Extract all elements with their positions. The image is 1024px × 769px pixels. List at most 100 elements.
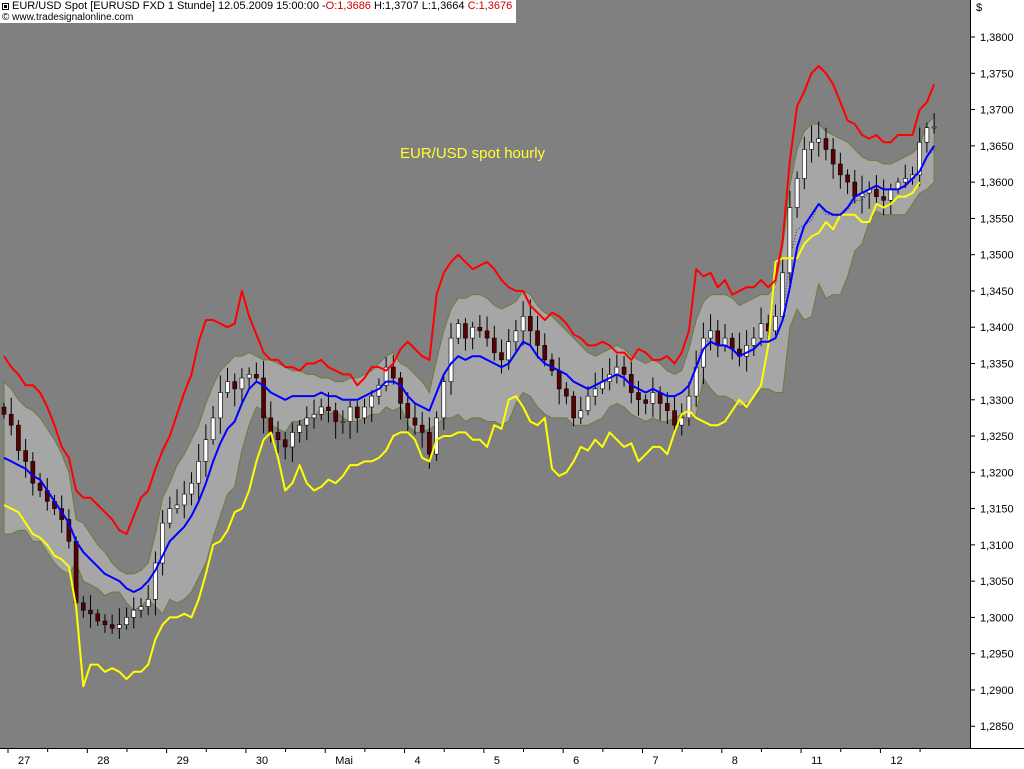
candle-body	[347, 406, 353, 422]
upper-channel-line	[3, 65, 936, 535]
candle-body	[1, 406, 7, 415]
candle-body	[874, 189, 879, 197]
candle-body	[520, 316, 526, 332]
candle-body	[715, 330, 721, 346]
candle-body	[30, 461, 36, 484]
candle-body	[362, 406, 367, 419]
candle-body	[686, 395, 692, 419]
price-axis[interactable]: 1,3800 1,3750 1,3700 1,3650 1,3600 1,3550 1,35…	[970, 0, 1024, 748]
candle-body	[506, 341, 512, 361]
candle-body	[189, 482, 194, 495]
candle-body	[383, 366, 389, 386]
candle-body	[16, 424, 21, 451]
close-value: C:1,3676	[467, 0, 513, 12]
candle-body	[556, 370, 562, 390]
time-axis[interactable]: 27 28 29 30 Mai 4 5 6 7 8 11 12	[0, 748, 1024, 768]
price-tick-label: 1,3750	[980, 68, 1014, 80]
time-tick-label: 12	[890, 755, 902, 767]
candle-body	[311, 413, 317, 419]
high-value: H:1,3707	[374, 0, 419, 12]
candle-body	[528, 316, 533, 332]
candle-body	[405, 403, 411, 419]
candle-body	[102, 620, 108, 625]
candle-body	[326, 406, 331, 411]
candle-body	[145, 598, 151, 607]
time-tick-label: 6	[573, 755, 579, 767]
price-tick-label: 1,3400	[980, 322, 1014, 334]
candle-body	[542, 345, 548, 361]
price-tick-label: 1,2900	[980, 685, 1014, 697]
candle-body	[174, 504, 180, 509]
candle-body	[708, 330, 713, 339]
candle-body	[665, 403, 670, 411]
candle-body	[160, 522, 165, 564]
candle-body	[37, 482, 43, 491]
candle-body	[888, 189, 894, 201]
candle-body	[463, 323, 468, 339]
candle-body	[773, 316, 778, 332]
price-tick-label: 1,3800	[980, 32, 1014, 44]
candle-body	[441, 381, 447, 419]
chart-menu-icon[interactable]	[2, 3, 9, 10]
candle-body	[275, 432, 281, 440]
instrument-info: EUR/USD Spot [EURUSD FXD 1 Stunde] 12.05…	[12, 0, 326, 12]
candle-body	[117, 624, 122, 629]
price-tick-label: 1,3650	[980, 141, 1014, 153]
candle-body	[297, 424, 302, 433]
time-axis-svg: 27 28 29 30 Mai 4 5 6 7 8 11 12	[7, 749, 921, 767]
price-tick-label: 1,3500	[980, 250, 1014, 262]
candle-body	[585, 395, 591, 411]
lower-channel-line	[3, 181, 921, 688]
candle-body	[232, 381, 238, 390]
candle-body	[902, 178, 908, 183]
candle-body	[477, 326, 483, 332]
time-tick-label: 30	[256, 755, 268, 767]
price-tick-label: 1,3050	[980, 576, 1014, 588]
candle-body	[830, 149, 836, 165]
chart-title: EUR/USD spot hourly	[400, 145, 546, 162]
candle-body	[95, 613, 101, 622]
price-tick-label: 1,3550	[980, 213, 1014, 225]
candle-body	[672, 410, 677, 426]
candle-body	[513, 330, 519, 343]
candle-body	[578, 410, 584, 419]
price-tick-label: 1,3250	[980, 431, 1014, 443]
candle-body	[917, 141, 922, 176]
candle-body	[802, 149, 807, 179]
candle-body	[318, 406, 324, 415]
candle-body	[369, 395, 375, 408]
candle-body	[794, 178, 800, 208]
price-tick-label: 1,2850	[980, 721, 1014, 733]
price-axis-svg: 1,3800 1,3750 1,3700 1,3650 1,3600 1,3550 1,35…	[971, 32, 1014, 733]
time-tick-label: 11	[811, 755, 822, 767]
low-value: L:1,3664	[421, 0, 465, 12]
candle-body	[823, 138, 829, 150]
price-tick-label: 1,3600	[980, 177, 1014, 189]
candle-body	[650, 392, 656, 404]
time-tick-label: 29	[177, 755, 189, 767]
price-tick-label: 1,3150	[980, 504, 1014, 516]
candle-body	[218, 392, 223, 419]
candle-body	[816, 138, 822, 143]
candle-body	[196, 461, 201, 484]
price-tick-label: 1,3450	[980, 286, 1014, 298]
middle-line	[3, 145, 935, 593]
candle-body	[491, 337, 497, 353]
time-tick-label: 7	[652, 755, 658, 767]
price-tick-label: 1,3100	[980, 540, 1014, 552]
price-tick-label: 1,3350	[980, 358, 1014, 370]
chart-header: EUR/USD Spot [EURUSD FXD 1 Stunde] 12.05…	[0, 0, 517, 23]
candle-body	[167, 508, 173, 524]
currency-label: $	[976, 2, 983, 14]
time-tick-label: 28	[97, 755, 109, 767]
price-tick-label: 1,3300	[980, 395, 1014, 407]
candle-body	[484, 330, 490, 339]
candle-body	[153, 562, 158, 600]
candle-body	[261, 377, 266, 419]
candle-body	[636, 392, 641, 401]
candle-body	[787, 207, 793, 274]
candle-body	[614, 366, 620, 375]
candle-body	[470, 326, 475, 339]
time-tick-label: Mai	[335, 755, 353, 767]
